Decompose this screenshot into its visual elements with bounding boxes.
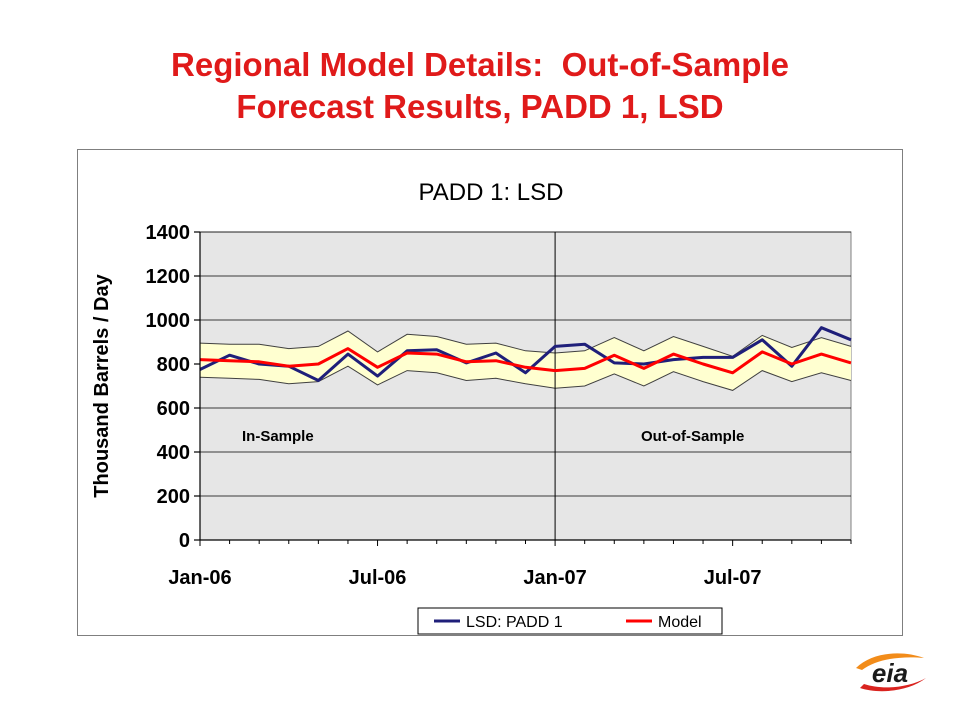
eia-logo-icon: eia [856, 653, 926, 692]
series-line-1 [199, 347, 852, 375]
x-tick-label-2: Jan-07 [523, 567, 586, 589]
y-tick-label-600: 600 [157, 398, 190, 420]
y-tick-label-0: 0 [179, 530, 190, 552]
x-tick-label-1: Jul-06 [349, 567, 407, 589]
y-tick-label-1400: 1400 [146, 222, 191, 244]
series-line-0 [199, 326, 852, 382]
y-tick-label-1000: 1000 [146, 310, 191, 332]
logo-swoosh-top [856, 653, 924, 670]
logo-text: eia [872, 658, 908, 688]
y-tick-label-200: 200 [157, 486, 190, 508]
legend-box [417, 607, 723, 635]
annotation-in-sample: In-Sample [242, 428, 314, 445]
chart: PADD 1: LSD In-Sample Out-of-Sample 0 200 400… [91, 179, 852, 635]
chart-frame: PADD 1: LSD In-Sample Out-of-Sample 0 200 400… [77, 149, 903, 636]
slide-title: Regional Model Details: Out-of-Sample Fo… [0, 44, 960, 128]
y-axis-label: Thousand Barrels / Day [91, 273, 113, 497]
band-upper-line [199, 330, 852, 357]
y-tick-label-1200: 1200 [146, 266, 191, 288]
x-tick-label-0: Jan-06 [168, 567, 231, 589]
slide-title-line-1: Regional Model Details: Out-of-Sample [171, 46, 789, 83]
annotation-out-of-sample: Out-of-Sample [641, 428, 744, 445]
legend-label-1: Model [658, 614, 702, 631]
y-tick-label-800: 800 [157, 354, 190, 376]
legend-label-0: LSD: PADD 1 [466, 614, 563, 631]
logo-swoosh-bottom [860, 678, 926, 692]
y-tick-label-400: 400 [157, 442, 190, 464]
x-tick-label-3: Jul-07 [704, 567, 762, 589]
band-lower-line [199, 365, 852, 391]
slide-title-line-2: Forecast Results, PADD 1, LSD [236, 88, 724, 125]
chart-title: PADD 1: LSD [419, 179, 564, 206]
plot-area [199, 231, 852, 541]
